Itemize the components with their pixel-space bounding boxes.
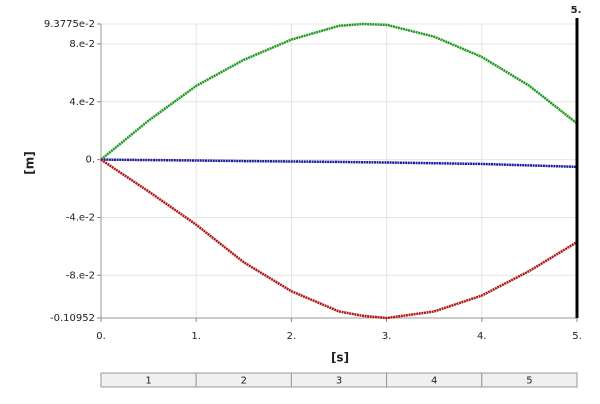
- series-line: [100, 158, 578, 320]
- y-tick-label: -8.e-2: [66, 270, 95, 281]
- x-tick-label: 3.: [382, 331, 392, 342]
- x-tick-label: 4.: [477, 331, 487, 342]
- y-tick-label: 4.e-2: [69, 97, 95, 108]
- y-tick-label: 9.3775e-2: [44, 19, 95, 30]
- series-line: [100, 22, 578, 161]
- x-tick-label: 5.: [572, 331, 582, 342]
- timeline-label: 3: [336, 376, 342, 387]
- y-tick-label: -0.10952: [50, 313, 95, 324]
- y-axis-title: [m]: [23, 151, 37, 174]
- y-tick-label: -4.e-2: [66, 212, 95, 223]
- time-marker-label: 5.: [571, 5, 582, 16]
- x-axis-title: [s]: [331, 351, 349, 365]
- timeline-label: 4: [431, 376, 437, 387]
- timeline-cell: [481, 372, 578, 388]
- y-tick-label: 8.e-2: [69, 39, 95, 50]
- y-tick-label: 0.: [85, 155, 95, 166]
- timeline-label: 2: [241, 376, 247, 387]
- series-line: [100, 158, 578, 169]
- x-tick-label: 0.: [96, 331, 106, 342]
- x-tick-label: 1.: [191, 331, 201, 342]
- timeline-label: 1: [145, 376, 151, 387]
- timeline-label: 5: [526, 376, 532, 387]
- x-tick-label: 2.: [287, 331, 297, 342]
